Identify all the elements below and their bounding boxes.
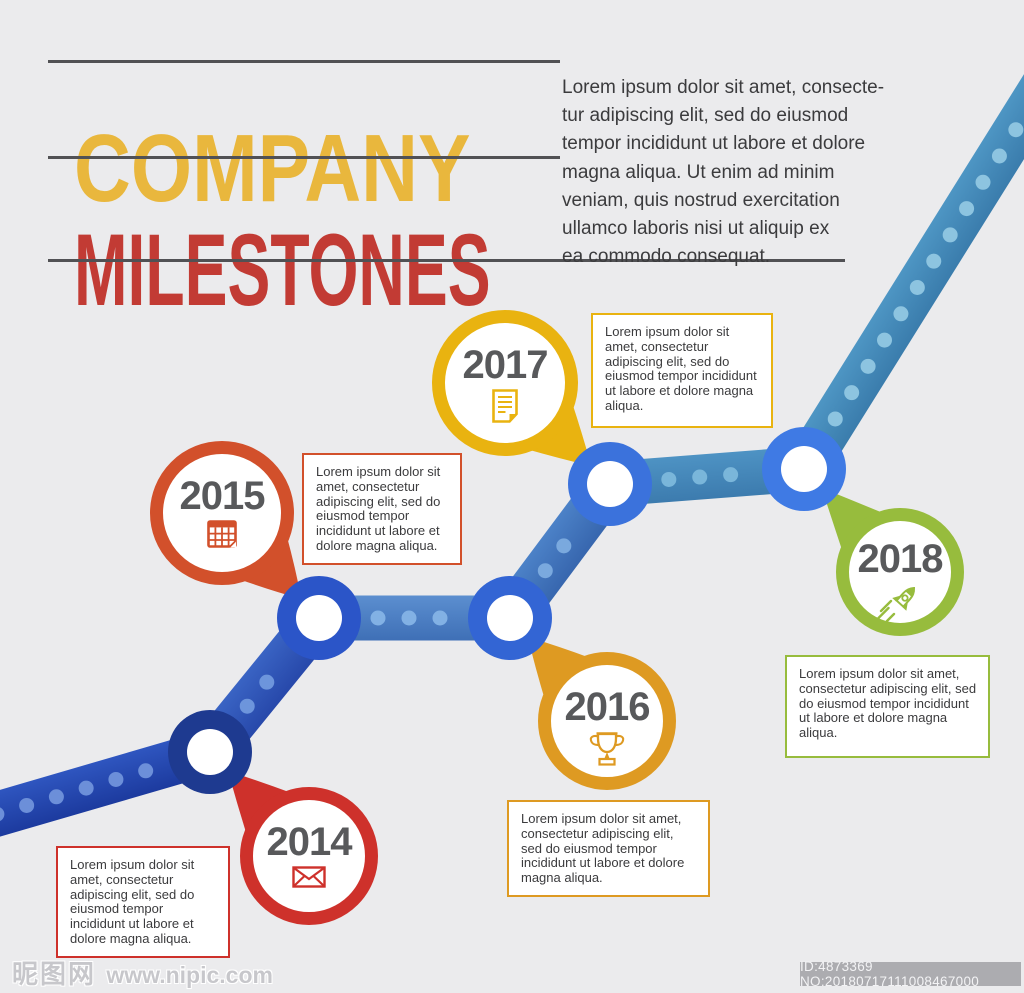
envelope-icon [292, 866, 326, 888]
road-dot [860, 358, 876, 374]
milestone-note-2014: Lorem ipsum dolor sit amet, consectetur … [56, 846, 230, 958]
road-dot [991, 148, 1007, 164]
milestone-note-2016: Lorem ipsum dolor sit amet, consectetur … [507, 800, 710, 897]
road-dot [827, 411, 843, 427]
road-dot [239, 698, 255, 714]
milestone-year-2014: 2014 [266, 820, 353, 864]
road-dot [432, 610, 448, 626]
trophy-icon [589, 732, 625, 766]
badge-tail-2017 [525, 401, 592, 466]
road-dot [942, 227, 958, 243]
milestone-badge-2016: 2016 [538, 652, 676, 790]
road-dot [723, 467, 739, 483]
milestone-year-2015: 2015 [179, 474, 266, 518]
badge-tail-2015 [238, 534, 302, 599]
road-dot [556, 538, 572, 554]
road-dot [909, 279, 925, 295]
road-dot [78, 780, 94, 796]
nipic-url: www.nipic.com [106, 962, 273, 988]
nipic-logo: 昵图网 [12, 959, 97, 989]
road-dot [0, 807, 5, 821]
document-icon [492, 389, 518, 423]
timeline-node-center [296, 595, 342, 641]
milestone-badge-2017: 2017 [432, 310, 578, 456]
road-dot [138, 763, 154, 779]
timeline-node-center [587, 461, 633, 507]
divider-line-top [48, 60, 560, 63]
timeline-node-center [187, 729, 233, 775]
milestone-note-2018: Lorem ipsum dolor sit amet, consectetur … [785, 655, 990, 758]
badge-tails [227, 401, 886, 837]
road-dot [959, 201, 975, 217]
road-dot [401, 610, 417, 626]
timeline-nodes [168, 427, 846, 794]
road-dot [661, 471, 677, 487]
milestone-badge-2015: 2015 [150, 441, 294, 585]
road-dot [926, 253, 942, 269]
milestone-badge-2014: 2014 [240, 787, 378, 925]
page-title-milestones: MILESTONES [74, 213, 491, 328]
milestone-note-2015: Lorem ipsum dolor sit amet, consectetur … [302, 453, 462, 565]
milestone-note-2017: Lorem ipsum dolor sit amet, consectetur … [591, 313, 773, 428]
road-dot [1008, 122, 1024, 138]
timeline-node-center [487, 595, 533, 641]
milestone-year-2018: 2018 [857, 537, 944, 581]
badge-tail-2016 [527, 636, 591, 701]
road-dot [259, 674, 275, 690]
road-dot [877, 332, 893, 348]
badge-tail-2018 [821, 488, 886, 554]
milestone-year-2016: 2016 [564, 685, 651, 729]
badge-tail-2014 [227, 770, 293, 837]
road-dots [0, 122, 1024, 821]
road-dot [370, 610, 386, 626]
intro-paragraph: Lorem ipsum dolor sit amet, consecte- tu… [562, 77, 885, 268]
road-dot [48, 789, 64, 805]
milestone-badge-2018: 2018 [836, 508, 964, 636]
image-id-badge: ID:4873369 NO:20180717111008467000 [800, 959, 1021, 989]
timeline-node-center [781, 446, 827, 492]
nipic-watermark: 昵图网 www.nipic.com [12, 954, 273, 991]
road-dot [692, 469, 708, 485]
road-segment-5 [781, 74, 1024, 492]
road-dot [108, 771, 124, 787]
calendar-icon [207, 520, 237, 548]
page-title-company: COMPANY [74, 115, 471, 223]
divider-line-long [48, 259, 845, 262]
road-dot [893, 306, 909, 322]
image-id-text: ID:4873369 NO:20180717111008467000 [800, 959, 980, 989]
road-dot [19, 797, 35, 813]
road-dot [844, 385, 860, 401]
milestone-year-2017: 2017 [462, 343, 549, 387]
road-dot [975, 174, 991, 190]
divider-line-middle [48, 156, 560, 159]
rocket-icon [877, 586, 916, 623]
road-dot [537, 563, 553, 579]
